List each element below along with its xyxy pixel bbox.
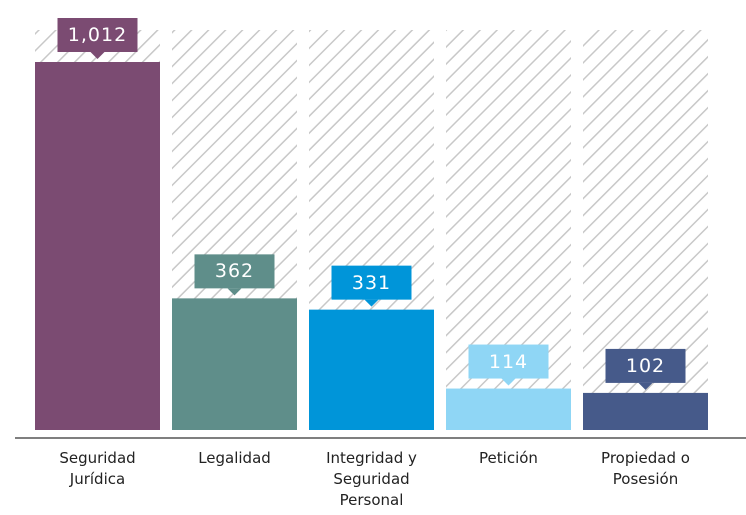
value-label: 331 (351, 271, 392, 294)
value-label-pointer (501, 378, 516, 386)
value-label: 362 (214, 260, 255, 283)
value-label-box (331, 265, 412, 300)
bar (309, 309, 434, 430)
bar (35, 62, 160, 430)
value-label-box (194, 254, 275, 289)
value-label-pointer (227, 288, 242, 296)
x-tick-label: Integridad y Seguridad Personal (326, 449, 417, 509)
value-label-pointer (364, 299, 379, 307)
value-label-pointer (90, 52, 105, 59)
value-label-box (605, 348, 686, 383)
x-tick-label: Seguridad Jurídica (59, 449, 136, 488)
bar (446, 388, 571, 430)
bar (583, 392, 708, 430)
value-label: 114 (488, 350, 529, 373)
value-label-box (57, 18, 138, 52)
bar (172, 298, 297, 430)
value-label: 102 (625, 354, 666, 377)
x-tick-label: Petición (479, 449, 538, 467)
x-tick-label: Legalidad (198, 449, 271, 467)
value-label: 1,012 (67, 24, 128, 46)
x-tick-label: Propiedad o Posesión (601, 449, 690, 488)
value-label-pointer (638, 382, 653, 390)
value-label-box (468, 344, 549, 379)
